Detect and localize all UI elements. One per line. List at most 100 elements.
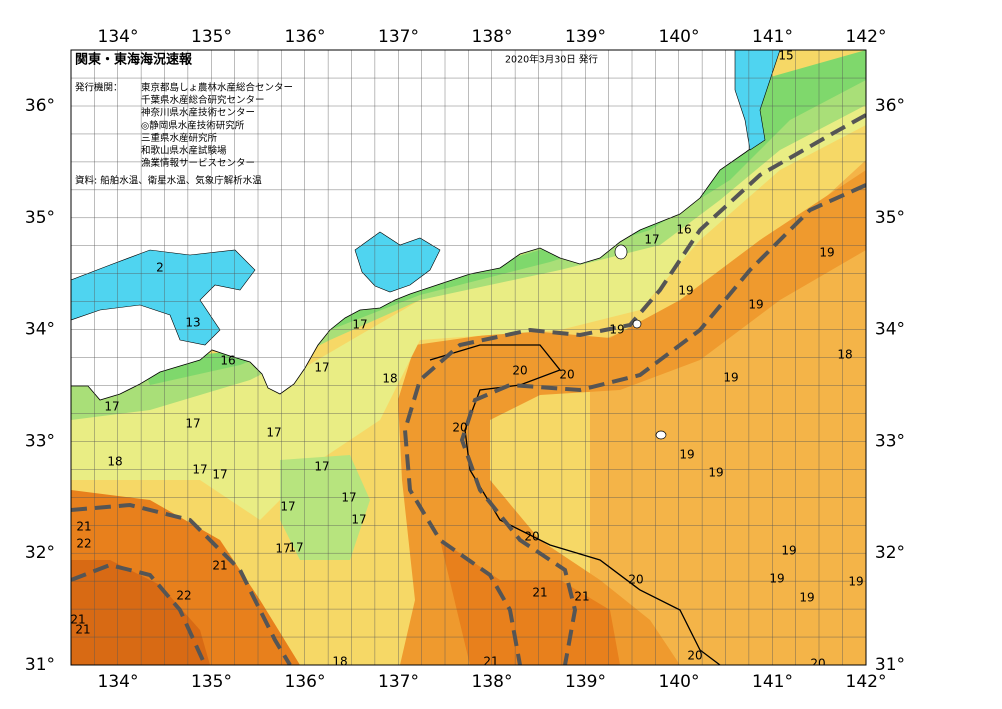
latitude-label: 35° — [25, 208, 55, 228]
contour-label: 18 — [107, 455, 122, 469]
contour-label: 19 — [723, 371, 738, 385]
longitude-label: 140° — [659, 27, 700, 47]
kuroshio-edge — [459, 183, 866, 665]
contour-label: 16 — [676, 223, 691, 237]
longitude-label: 142° — [846, 672, 887, 692]
longitude-label: 134° — [98, 27, 139, 47]
contour-label: 19 — [781, 544, 796, 558]
latitude-label: 35° — [875, 208, 905, 228]
contour-label: 19 — [678, 284, 693, 298]
contour-label: 21 — [483, 655, 498, 669]
contour-label: 17 — [288, 541, 303, 555]
publisher: 東京都島しょ農林水産総合センター — [141, 82, 293, 94]
contour-label: 20 — [452, 421, 467, 435]
contour-label: 17 — [341, 491, 356, 505]
island — [655, 430, 667, 440]
contour-label: 19 — [708, 466, 723, 480]
longitude-label: 142° — [846, 27, 887, 47]
latitude-label: 31° — [875, 655, 905, 675]
contour-label: 15 — [778, 49, 793, 63]
axes: 134° 134° 135° 135° 136° 136° 137° 137° 138° 138°… — [25, 27, 905, 692]
kuroshio-axis — [71, 113, 866, 665]
contour-label: 19 — [819, 246, 834, 260]
contour-label: 17 — [280, 500, 295, 514]
contour-label: 19 — [748, 298, 763, 312]
contour-label: 18 — [837, 348, 852, 362]
contour-label: 20 — [524, 530, 539, 544]
kuroshio-edge — [402, 113, 866, 665]
longitude-label: 138° — [472, 27, 513, 47]
contour-label: 20 — [512, 364, 527, 378]
latitude-label: 33° — [25, 431, 55, 451]
contour-label: 21 — [574, 590, 589, 604]
longitude-label: 139° — [565, 27, 606, 47]
bay — [354, 231, 441, 293]
title: 関東・東海海況速報 — [75, 52, 193, 68]
latitude-label: 31° — [25, 655, 55, 675]
contour-label: 17 — [185, 417, 200, 431]
publishers: 東京都島しょ農林水産総合センター千葉県水産総合研究センター神奈川県水産技術センタ… — [141, 82, 293, 170]
contour-label: 20 — [628, 573, 643, 587]
longitude-label: 136° — [285, 672, 326, 692]
contour-label: 19 — [679, 448, 694, 462]
contour-label: 19 — [799, 591, 814, 605]
contour-label: 19 — [848, 575, 863, 589]
contour-label: 21 — [532, 586, 547, 600]
publisher: 和歌山県水産試験場 — [141, 145, 227, 157]
contour-label: 17 — [192, 463, 207, 477]
publisher: 漁業情報サービスセンター — [141, 157, 255, 169]
warm-eddy-edge — [71, 502, 292, 665]
longitude-label: 136° — [285, 27, 326, 47]
hot-zone — [71, 560, 210, 665]
contour-label: 19 — [609, 323, 624, 337]
latitude-label: 34° — [875, 320, 905, 340]
contour-label: 17 — [266, 426, 281, 440]
publisher-label: 発行機関： — [75, 82, 123, 94]
longitude-label: 135° — [191, 672, 232, 692]
contour-label: 20 — [687, 649, 702, 663]
warm-eddy-edge — [71, 562, 207, 665]
longitude-label: 139° — [565, 672, 606, 692]
green-zone — [140, 50, 866, 385]
latitude-label: 36° — [875, 96, 905, 116]
latitude-label: 36° — [25, 96, 55, 116]
contour-label: 16 — [220, 354, 235, 368]
contour-label: 20 — [810, 657, 825, 671]
longitude-label: 141° — [752, 672, 793, 692]
contour-label: 22 — [76, 537, 91, 551]
longitude-label: 140° — [659, 672, 700, 692]
green-zone — [280, 455, 370, 560]
longitude-label: 141° — [752, 27, 793, 47]
contour-label: 21 — [75, 623, 90, 637]
bay — [734, 50, 781, 151]
contour-label: 17 — [212, 468, 227, 482]
contour-label: 17 — [352, 318, 367, 332]
frame — [70, 49, 867, 666]
island — [614, 244, 628, 260]
latitude-label: 34° — [25, 320, 55, 340]
contour-label: 17 — [275, 542, 290, 556]
contour-label: 22 — [176, 589, 191, 603]
longitude-label: 137° — [378, 27, 419, 47]
contour-label: 21 — [212, 559, 227, 573]
island — [632, 319, 642, 329]
contour-label: 18 — [332, 655, 347, 669]
isotherm-20 — [429, 344, 721, 665]
land — [71, 50, 763, 401]
latitude-label: 33° — [875, 431, 905, 451]
publisher: 三重県水産研究所 — [141, 132, 218, 144]
publisher: 千葉県水産総合研究センター — [141, 94, 265, 106]
issue-date: 2020年3月30日 発行 — [505, 54, 598, 66]
longitude-label: 138° — [472, 672, 513, 692]
latitude-label: 32° — [25, 543, 55, 563]
longitude-label: 137° — [378, 672, 419, 692]
contour-label: 17 — [644, 233, 659, 247]
contour-label: 17 — [314, 460, 329, 474]
contour-label: 21 — [70, 613, 85, 627]
publisher: ◎静岡県水産技術研究所 — [141, 119, 245, 131]
contour-label: 2 — [156, 261, 164, 275]
grid — [71, 50, 866, 665]
